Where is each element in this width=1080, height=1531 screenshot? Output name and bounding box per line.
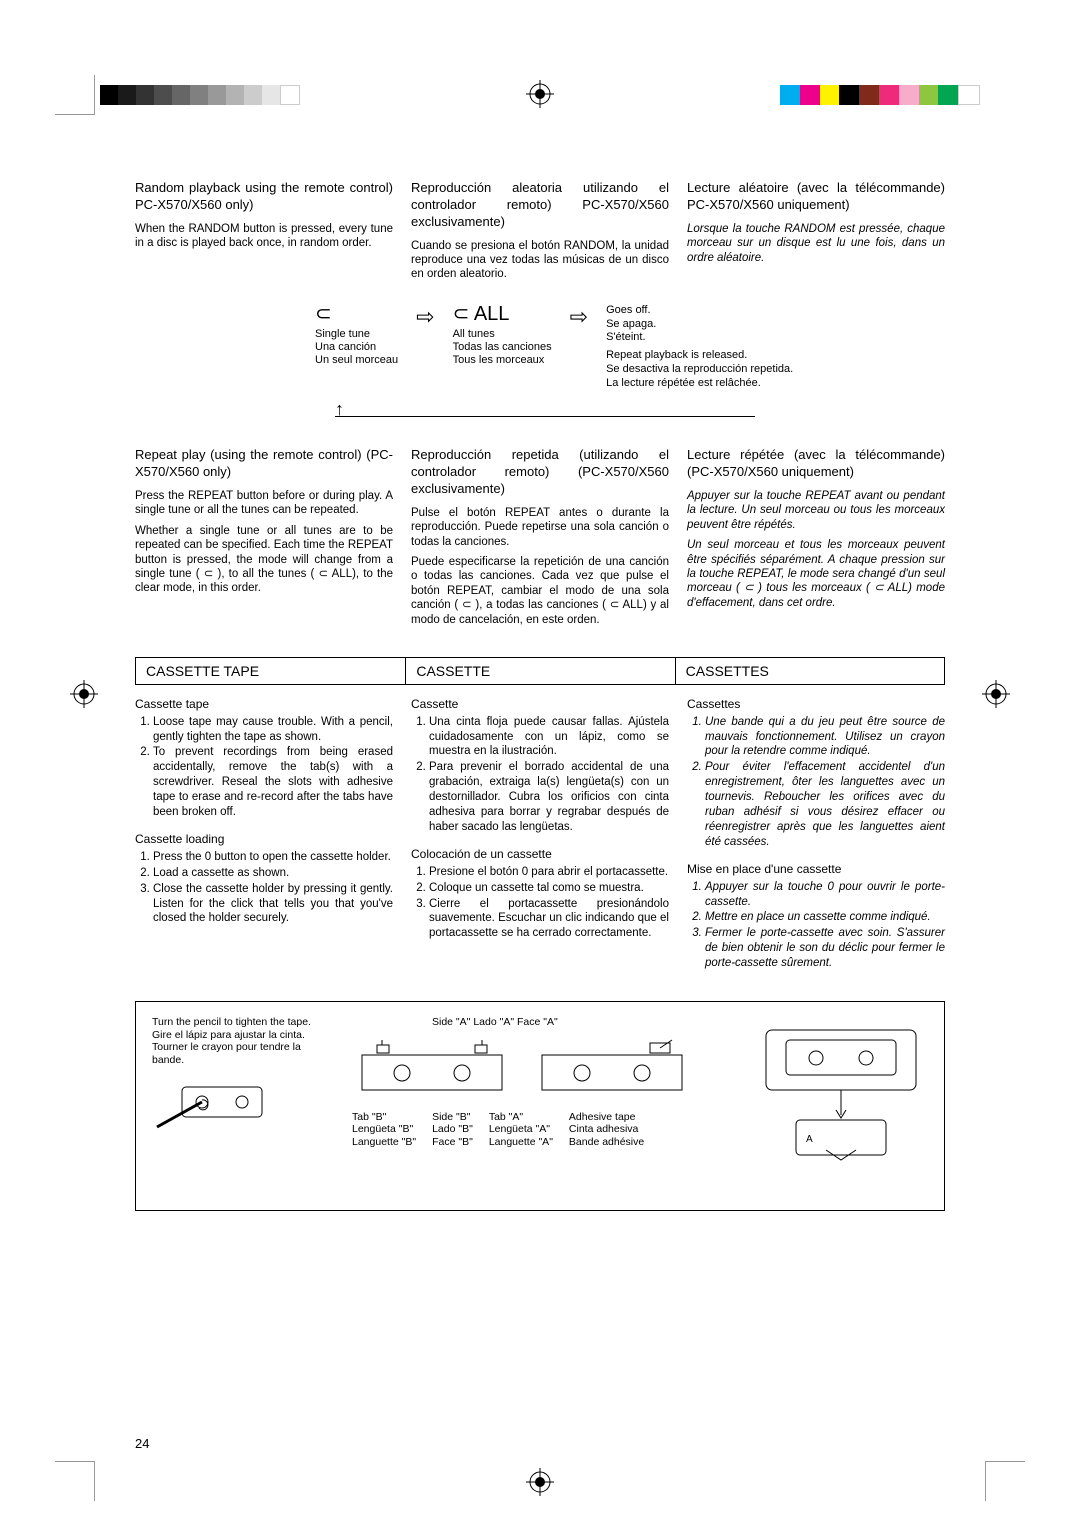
- cassette-tabs-icon: [352, 1035, 512, 1105]
- page-content: Random playback using the remote control…: [135, 180, 945, 1211]
- random-body-fr: Lorsque la touche RANDOM est pressée, ch…: [687, 222, 945, 265]
- cass-h-es: Cassette: [411, 697, 669, 713]
- registration-mark-right: [982, 680, 1010, 708]
- repeat-b1-es: Pulse el botón REPEAT antes o durante la…: [411, 506, 669, 549]
- all-fr: Tous les morceaux: [453, 354, 552, 367]
- cass-h2-fr: Mise en place d'une cassette: [687, 862, 945, 878]
- tabA-en: Tab "A": [489, 1111, 553, 1124]
- cassette-hdr-fr: CASSETTES: [675, 658, 944, 684]
- repeat-b1-en: Press the REPEAT button before or during…: [135, 489, 393, 518]
- repeat-mode-diagram: ⊂ Single tune Una canción Un seul morcea…: [135, 304, 945, 391]
- cass-h2-en: Cassette loading: [135, 832, 393, 848]
- registration-mark-top: [526, 80, 554, 108]
- sideA-fr: Face "A": [517, 1016, 558, 1028]
- cass-l3-es: Cierre el portacassette presionándolo su…: [429, 897, 669, 942]
- single-es: Una canción: [315, 341, 398, 354]
- single-en: Single tune: [315, 328, 398, 341]
- sideA-es: Lado "A": [473, 1016, 514, 1028]
- cassette-hdr-es: CASSETTE: [405, 658, 674, 684]
- pencil-text-es: Gire el lápiz para ajustar la cinta.: [152, 1029, 322, 1042]
- tabA-es: Lengüeta "A": [489, 1123, 553, 1136]
- pencil-text-en: Turn the pencil to tighten the tape.: [152, 1016, 322, 1029]
- cass-i1-es: Una cinta floja puede causar fallas. Ajú…: [429, 715, 669, 760]
- registration-mark-left: [70, 680, 98, 708]
- arrow-icon: ⇨: [570, 304, 588, 330]
- cass-l2-en: Load a cassette as shown.: [153, 866, 393, 881]
- page-number: 24: [135, 1436, 149, 1451]
- crop-mark-bl: [55, 1461, 95, 1501]
- repeat-b2-fr: Un seul morceau et tous les morceaux peu…: [687, 538, 945, 610]
- cass-i2-fr: Pour éviter l'effacement accidentel d'un…: [705, 760, 945, 850]
- repeat-title-en: Repeat play (using the remote control) (…: [135, 447, 393, 481]
- repeat-all-icon: ⊂ ALL: [453, 304, 510, 324]
- sideA-en: Side "A": [432, 1016, 470, 1028]
- random-body-es: Cuando se presiona el botón RANDOM, la u…: [411, 239, 669, 282]
- cassette-hdr-en: CASSETTE TAPE: [136, 658, 405, 684]
- random-playback-section: Random playback using the remote control…: [135, 180, 945, 282]
- cass-h-en: Cassette tape: [135, 697, 393, 713]
- release-es: Se desactiva la reproducción repetida.: [606, 363, 793, 377]
- all-en: All tunes: [453, 328, 552, 341]
- crop-mark-tl: [55, 75, 95, 115]
- all-text: ALL: [474, 303, 510, 325]
- repeat-single-icon: ⊂: [315, 304, 332, 324]
- adh-es: Cinta adhesiva: [569, 1123, 644, 1136]
- random-title-fr: Lecture aléatoire (avec la télécommande)…: [687, 180, 945, 214]
- adh-fr: Bande adhésive: [569, 1136, 644, 1149]
- random-title-es: Reproducción aleatoria utilizando el con…: [411, 180, 669, 231]
- cass-h-fr: Cassettes: [687, 697, 945, 713]
- sideB-es: Lado "B": [432, 1123, 473, 1136]
- pencil-text-fr: Tourner le crayon pour tendre la bande.: [152, 1041, 322, 1066]
- tabB-es: Lengüeta "B": [352, 1123, 416, 1136]
- cassette-loading-icon: A: [756, 1020, 926, 1170]
- adh-en: Adhesive tape: [569, 1111, 644, 1124]
- off-es: Se apaga.: [606, 318, 793, 332]
- cass-i2-en: To prevent recordings from being erased …: [153, 745, 393, 820]
- cass-i1-fr: Une bande qui a du jeu peut être source …: [705, 715, 945, 760]
- svg-text:A: A: [806, 1134, 813, 1145]
- release-en: Repeat playback is released.: [606, 349, 793, 363]
- off-en: Goes off.: [606, 304, 793, 318]
- cassette-illustration-box: Turn the pencil to tighten the tape. Gir…: [135, 1001, 945, 1211]
- tabB-fr: Languette "B": [352, 1136, 416, 1149]
- cass-l2-fr: Mettre en place un cassette comme indiqu…: [705, 910, 945, 925]
- cass-l1-es: Presione el botón 0 para abrir el portac…: [429, 865, 669, 880]
- cass-h2-es: Colocación de un cassette: [411, 847, 669, 863]
- cass-l2-es: Coloque un cassette tal como se muestra.: [429, 881, 669, 896]
- repeat-title-es: Reproducción repetida (utilizando el con…: [411, 447, 669, 498]
- cass-i1-en: Loose tape may cause trouble. With a pen…: [153, 715, 393, 745]
- off-fr: S'éteint.: [606, 331, 793, 345]
- single-fr: Un seul morceau: [315, 354, 398, 367]
- repeat-b1-fr: Appuyer sur la touche REPEAT avant ou pe…: [687, 489, 945, 532]
- random-title-en: Random playback using the remote control…: [135, 180, 393, 214]
- cass-l3-en: Close the cassette holder by pressing it…: [153, 882, 393, 927]
- tabA-fr: Languette "A": [489, 1136, 553, 1149]
- grayscale-bar: [100, 85, 300, 105]
- cass-l1-en: Press the 0 button to open the cassette …: [153, 850, 393, 865]
- cass-l3-fr: Fermer le porte-cassette avec soin. S'as…: [705, 926, 945, 971]
- repeat-title-fr: Lecture répétée (avec la télécommande) (…: [687, 447, 945, 481]
- sideB-en: Side "B": [432, 1111, 473, 1124]
- registration-mark-bottom: [526, 1468, 554, 1496]
- tabB-en: Tab "B": [352, 1111, 416, 1124]
- all-es: Todas las canciones: [453, 341, 552, 354]
- cass-l1-fr: Appuyer sur la touche 0 pour ouvrir le p…: [705, 880, 945, 910]
- repeat-b2-es: Puede especificarse la repetición de una…: [411, 555, 669, 627]
- sideB-fr: Face "B": [432, 1136, 473, 1149]
- cassette-section-header: CASSETTE TAPE CASSETTE CASSETTES: [135, 657, 945, 685]
- color-bar: [780, 85, 980, 105]
- cass-i2-es: Para prevenir el borrado accidental de u…: [429, 760, 669, 835]
- random-body-en: When the RANDOM button is pressed, every…: [135, 222, 393, 251]
- crop-mark-br: [985, 1461, 1025, 1501]
- release-fr: La lecture répétée est relâchée.: [606, 377, 793, 391]
- arrow-icon: ⇨: [416, 304, 434, 330]
- cassette-columns: Cassette tape Loose tape may cause troub…: [135, 697, 945, 983]
- diagram-feedback-line: [335, 416, 755, 417]
- pencil-cassette-icon: [152, 1067, 272, 1137]
- cassette-adhesive-icon: [532, 1035, 692, 1105]
- repeat-b2-en: Whether a single tune or all tunes are t…: [135, 524, 393, 596]
- repeat-play-section: Repeat play (using the remote control) (…: [135, 447, 945, 627]
